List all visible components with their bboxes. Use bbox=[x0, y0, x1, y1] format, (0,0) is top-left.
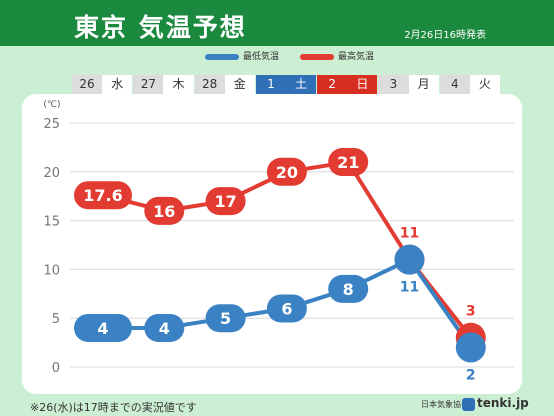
max-temp-point bbox=[266, 157, 307, 186]
max-temp-data-label: 20 bbox=[276, 163, 298, 182]
day-number: 2 bbox=[317, 75, 348, 94]
day-number: 1 bbox=[255, 75, 286, 94]
min-temp-point bbox=[266, 294, 307, 323]
max-temp-data-label: 21 bbox=[337, 153, 359, 172]
day-strip: 26 水 27 木 28 金 1 土 2 日 3 月 4 火 bbox=[72, 75, 501, 94]
min-temp-data-label: 4 bbox=[97, 319, 108, 338]
y-tick-label: 10 bbox=[43, 263, 60, 278]
legend-min-swatch bbox=[205, 53, 239, 60]
tenki-logo-icon bbox=[462, 398, 475, 411]
day-number: 27 bbox=[140, 77, 156, 91]
max-temp-point bbox=[205, 187, 246, 216]
y-tick-label: 5 bbox=[52, 312, 60, 327]
legend-min: 最低気温 bbox=[205, 49, 279, 63]
max-temp-point bbox=[74, 181, 132, 210]
max-temp-data-label: 11 bbox=[400, 226, 419, 242]
min-temp-point bbox=[394, 244, 425, 275]
max-temp-data-label: 16 bbox=[153, 202, 175, 221]
footnote: ※26(水)は17時までの実況値です bbox=[30, 401, 197, 414]
y-axis-label: (℃) bbox=[43, 100, 60, 110]
min-temp-point bbox=[144, 313, 185, 342]
max-temp-data-label: 17.6 bbox=[83, 186, 122, 205]
day-weekday: 金 bbox=[224, 75, 255, 94]
max-temp-point bbox=[328, 148, 369, 177]
y-tick-label: 20 bbox=[43, 166, 60, 181]
day-weekday: 日 bbox=[347, 75, 378, 94]
min-temp-data-label: 2 bbox=[466, 367, 476, 383]
y-tick-label: 0 bbox=[52, 361, 60, 376]
max-temp-data-label: 17 bbox=[214, 192, 236, 211]
credit-text: 日本気象協会 bbox=[421, 400, 469, 409]
chart-panel: 0 5 10 15 20 25 (℃) 17.6 16 17 20 21 11 3 4 4 5 6 8 11 2 bbox=[22, 94, 522, 394]
day-weekday: 火 bbox=[469, 75, 500, 94]
day-number: 28 bbox=[201, 77, 218, 91]
legend-max-swatch bbox=[300, 53, 334, 60]
issued-time: 2月26日16時発表 bbox=[404, 30, 486, 41]
day-weekday: 月 bbox=[408, 75, 439, 94]
day-number: 3 bbox=[389, 77, 398, 91]
day-number: 26 bbox=[79, 77, 95, 91]
min-temp-data-label: 6 bbox=[281, 299, 292, 318]
min-temp-data-label: 4 bbox=[159, 319, 170, 338]
y-tick-label: 25 bbox=[43, 117, 60, 132]
y-tick-label: 15 bbox=[43, 215, 60, 230]
min-temp-data-label: 5 bbox=[220, 309, 231, 328]
max-temp-data-label: 3 bbox=[466, 304, 476, 320]
min-temp-point bbox=[74, 313, 132, 342]
day-cell: 28 金 bbox=[194, 75, 255, 94]
min-temp-point bbox=[328, 274, 369, 303]
day-cell: 26 水 bbox=[72, 75, 133, 94]
day-weekday: 水 bbox=[102, 75, 133, 94]
min-temp-data-label: 11 bbox=[400, 280, 419, 296]
min-temp-point bbox=[205, 304, 246, 333]
header-bar: 東京 気温予想 2月26日16時発表 bbox=[0, 0, 554, 46]
min-temp-point bbox=[455, 332, 486, 363]
temperature-chart: 0 5 10 15 20 25 (℃) 17.6 16 17 20 21 11 3 4 4 5 6 8 11 2 bbox=[43, 100, 514, 383]
max-temp-point bbox=[144, 196, 185, 225]
page-title: 東京 気温予想 bbox=[74, 13, 247, 42]
day-cell: 27 木 bbox=[133, 75, 194, 94]
day-weekday: 土 bbox=[285, 75, 317, 94]
legend-min-label: 最低気温 bbox=[243, 52, 280, 62]
legend-max: 最高気温 bbox=[300, 49, 374, 63]
min-temp-data-label: 8 bbox=[343, 280, 354, 299]
brand-name: tenki.jp bbox=[477, 396, 529, 410]
day-number: 4 bbox=[450, 77, 459, 91]
day-weekday: 木 bbox=[163, 75, 194, 94]
legend-max-label: 最高気温 bbox=[338, 52, 375, 62]
